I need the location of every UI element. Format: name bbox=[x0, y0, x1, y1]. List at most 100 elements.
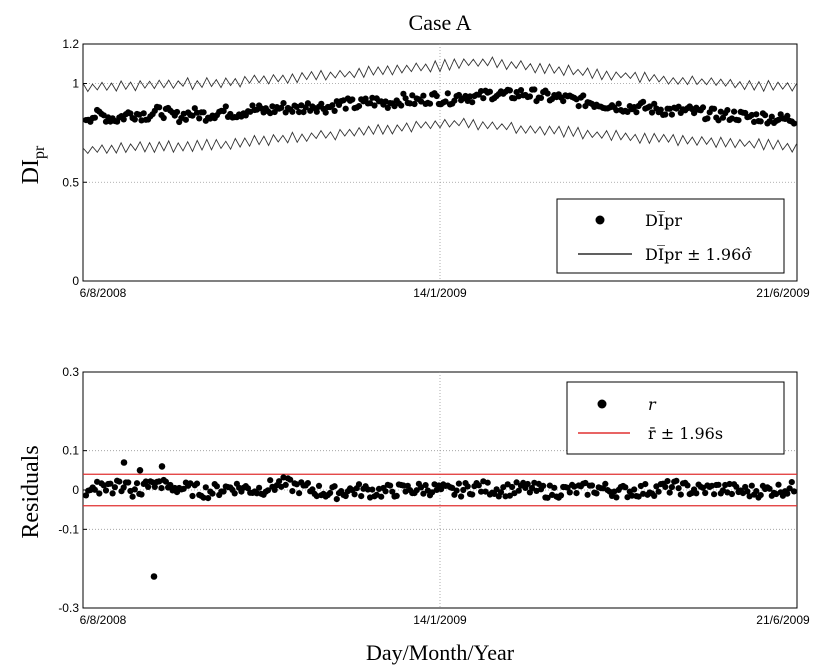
x-axis-label: Day/Month/Year bbox=[366, 640, 515, 665]
bottom-data-point bbox=[420, 490, 427, 497]
top-data-point bbox=[486, 88, 493, 95]
bottom-data-point bbox=[315, 482, 323, 489]
bottom-data-point bbox=[684, 482, 691, 489]
bottom-data-point bbox=[469, 491, 476, 498]
bottom-data-point bbox=[500, 484, 507, 491]
top-data-point bbox=[200, 109, 207, 116]
bottom-data-point bbox=[693, 490, 700, 497]
bottom-data-point bbox=[131, 486, 138, 493]
top-data-point bbox=[318, 100, 325, 107]
bottom-data-point bbox=[213, 483, 220, 490]
bottom-data-point bbox=[120, 484, 127, 491]
bottom-data-point bbox=[389, 488, 396, 495]
bottom-data-point bbox=[664, 478, 671, 485]
bottom-data-point bbox=[702, 489, 709, 497]
bottom-data-point bbox=[668, 484, 676, 491]
bottom-data-point bbox=[162, 478, 169, 485]
bottom-xtick-label: 6/8/2008 bbox=[80, 613, 127, 627]
bottom-data-point bbox=[369, 486, 376, 493]
top-data-point bbox=[648, 109, 656, 116]
top-data-point bbox=[613, 107, 620, 114]
top-data-point bbox=[120, 116, 127, 123]
bottom-data-point bbox=[757, 492, 764, 499]
bottom-bands bbox=[83, 473, 797, 507]
top-data-point bbox=[278, 104, 285, 111]
top-data-point bbox=[160, 114, 167, 122]
bottom-data-point bbox=[453, 487, 460, 494]
top-bands bbox=[82, 56, 798, 155]
top-data-point bbox=[762, 112, 769, 119]
bottom-data-point bbox=[513, 479, 520, 486]
bottom-data-point bbox=[458, 493, 465, 500]
bottom-data-point bbox=[544, 494, 551, 501]
top-legend-label-0: DI̅pr bbox=[645, 210, 682, 230]
top-data-point bbox=[156, 104, 163, 111]
top-data-point bbox=[455, 91, 462, 99]
bottom-data-point bbox=[125, 479, 132, 486]
bottom-data-point bbox=[193, 480, 201, 487]
top-ytick-label: 0.5 bbox=[62, 175, 79, 189]
top-data-point bbox=[784, 112, 791, 119]
top-data-point bbox=[355, 103, 363, 110]
bottom-data-point bbox=[775, 481, 782, 488]
bottom-data-point bbox=[413, 487, 420, 494]
bottom-data-point bbox=[107, 480, 114, 487]
top-data-point bbox=[131, 116, 138, 123]
top-data-point bbox=[127, 110, 134, 117]
bottom-data-point bbox=[387, 482, 394, 489]
top-data-point bbox=[349, 96, 356, 103]
bottom-data-point bbox=[484, 479, 491, 486]
top-data-point bbox=[753, 111, 760, 118]
top-legend-marker-dots bbox=[595, 215, 605, 225]
bottom-points bbox=[82, 459, 798, 580]
bottom-data-point bbox=[158, 485, 165, 492]
bottom-data-point bbox=[557, 492, 565, 499]
top-data-point bbox=[691, 110, 698, 117]
chart-title: Case A bbox=[409, 10, 472, 35]
top-data-point bbox=[651, 100, 658, 107]
top-data-point bbox=[222, 103, 229, 110]
bottom-data-point bbox=[378, 493, 385, 500]
bottom-data-point bbox=[422, 482, 429, 489]
top-data-point bbox=[433, 92, 440, 100]
top-data-point bbox=[462, 92, 469, 100]
bottom-data-point bbox=[351, 491, 358, 498]
bottom-data-point bbox=[358, 493, 365, 500]
top-data-point bbox=[289, 108, 296, 115]
bottom-data-point bbox=[111, 484, 118, 491]
top-data-point bbox=[517, 87, 525, 94]
bottom-data-point bbox=[145, 483, 152, 490]
bottom-data-point bbox=[675, 485, 682, 492]
bottom-data-point bbox=[566, 489, 573, 496]
top-data-point bbox=[409, 92, 416, 99]
top-data-point bbox=[196, 115, 203, 122]
bottom-xtick-label: 21/6/2009 bbox=[756, 613, 810, 627]
bottom-data-point bbox=[256, 484, 263, 491]
bottom-data-point bbox=[588, 482, 596, 489]
bottom-data-point bbox=[662, 483, 669, 490]
bottom-data-point bbox=[529, 484, 536, 492]
top-data-point bbox=[469, 99, 476, 106]
bottom-data-point bbox=[400, 482, 407, 489]
top-data-point bbox=[668, 111, 676, 118]
bottom-data-point bbox=[438, 486, 445, 493]
top-data-point bbox=[466, 93, 474, 100]
bottom-data-point bbox=[138, 491, 145, 498]
top-data-point bbox=[384, 104, 391, 111]
top-data-point bbox=[704, 115, 711, 122]
top-data-point bbox=[624, 108, 631, 115]
top-upper-band bbox=[82, 56, 798, 93]
top-data-point bbox=[575, 103, 582, 110]
bottom-outlier-point bbox=[158, 463, 166, 470]
bottom-data-point bbox=[464, 483, 471, 490]
bottom-ytick-label: 0 bbox=[72, 483, 79, 497]
bottom-data-point bbox=[142, 478, 149, 485]
bottom-data-point bbox=[220, 488, 227, 495]
top-data-point bbox=[715, 117, 722, 124]
bottom-yticks: 0.3 0.1 0 -0.1 -0.3 bbox=[58, 365, 87, 615]
bottom-data-point bbox=[209, 490, 216, 497]
top-data-point bbox=[271, 108, 278, 116]
bottom-data-point bbox=[728, 490, 736, 498]
bottom-data-point bbox=[715, 481, 722, 488]
top-data-point bbox=[313, 108, 320, 115]
